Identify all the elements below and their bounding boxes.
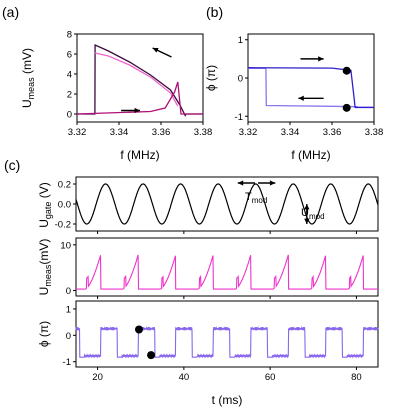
x-tick-label: 3.36 [323,127,342,138]
arrow-head [134,107,140,114]
y-tick-label: 2 [67,90,72,101]
arrow-head [304,204,310,210]
y-tick-label: -0.2 [55,220,71,231]
y-tick-label: -1 [235,112,243,123]
plot-frame-c-meas [75,237,379,297]
marker-dot [342,103,351,112]
x-axis-label-c: t (ms) [212,393,243,407]
y-tick-label: 6 [67,50,72,61]
measured-voltage-line [76,254,378,290]
y-tick-label: -1 [63,357,71,368]
plot-frame-b [247,33,375,123]
y-tick-label: 10 [60,240,71,251]
marker-dot [342,66,351,75]
y-axis-label-b: ϕ (π) [204,65,218,91]
x-tick-label: 3.38 [194,127,213,138]
y-axis-label-c-gate: Ugate (V) [37,182,53,228]
arrow-head [298,95,304,101]
plot-frame-c-phase [75,300,379,368]
y-tick-label: 8 [67,30,72,41]
y-tick-label: 1 [238,35,243,46]
x-axis-label-a: f (MHz) [120,148,159,162]
panel-b: 3.32 3.34 3.36 3.38 -1 0 1 f (MHz) ϕ (π) [204,33,384,162]
y-tick-label: 4 [67,70,72,81]
x-tick-label: 3.32 [68,127,87,138]
x-tick-label: 3.32 [239,127,258,138]
x-axis-label-b: f (MHz) [291,148,330,162]
x-tick-label: 60 [265,372,276,383]
x-tick-label: 3.38 [365,127,384,138]
series-line-b-0 [248,67,374,108]
y-tick-label: 0.2 [58,180,71,191]
panel-a: 3.32 3.34 3.36 3.38 0 2 4 6 8 f (MHz) Umeas (mV) [20,30,212,163]
y-tick-label: 0 [66,331,71,342]
y-axis-label-a: Umeas (mV) [20,48,36,108]
x-tick-label: 80 [351,372,362,383]
umod-label: Umod [301,207,325,221]
gate-voltage-line [75,183,379,225]
marker-dot [147,351,156,360]
panel-label-b: (b) [206,4,223,20]
panel-label-c: (c) [4,157,20,173]
y-tick-label: 0 [66,286,71,297]
panel-c: -0.2 0.0 0.2 0 10 20 40 60 80 -1 0 1 Ugate (V) Umea… [37,176,379,407]
y-tick-label: 0.0 [58,200,71,211]
tmod-label: Tmod [245,191,267,205]
series-line-a-0 [77,43,203,117]
x-tick-label: 3.36 [152,127,171,138]
y-tick-label: 0 [238,74,243,85]
y-tick-label: 1 [66,304,71,315]
arrow-head [152,47,159,53]
y-axis-label-c-phase: ϕ (π) [37,321,51,347]
panel-label-a: (a) [2,4,19,20]
phase-line [75,325,379,359]
series-line-b-1 [247,67,374,109]
y-tick-label: 0 [67,110,72,121]
x-tick-label: 20 [92,372,103,383]
x-tick-label: 3.34 [281,127,300,138]
y-axis-label-c-meas: Umeas(mV) [37,239,53,296]
marker-dot [134,325,143,334]
arrow-head [237,180,244,186]
x-tick-label: 3.34 [110,127,129,138]
x-tick-label: 40 [179,372,190,383]
arrow-head [318,56,324,62]
series-line-a-1 [94,52,179,107]
series-line-a-2 [76,81,203,115]
arrow-head [304,218,310,224]
plot-frame-a [76,33,204,123]
arrow-head [269,180,276,186]
